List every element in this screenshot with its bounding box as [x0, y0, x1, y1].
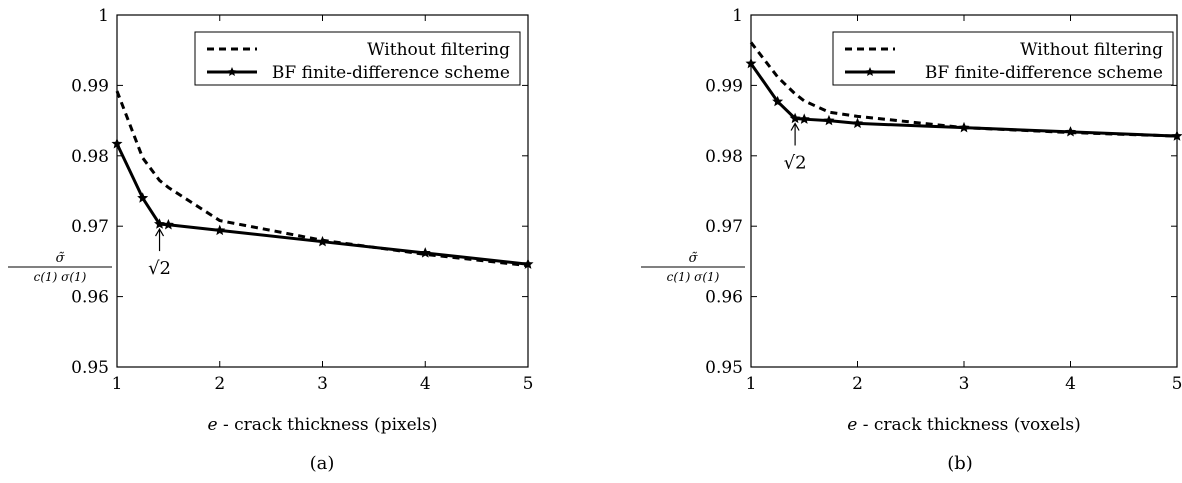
legend: Without filtering BF finite-difference sc…	[832, 31, 1174, 86]
x-axis-label: e - crack thickness (pixels)	[208, 415, 438, 435]
data-point-marker	[789, 112, 801, 124]
data-point-marker	[958, 121, 970, 133]
data-point-marker	[522, 258, 534, 269]
annotation-label: √2	[148, 258, 171, 279]
y-tick-label: 0.97	[705, 217, 743, 237]
subfigure-caption: (b)	[947, 453, 973, 474]
legend-marker	[865, 67, 875, 77]
y-tick-label: 0.95	[705, 358, 743, 378]
annotation-sqrt2: √2	[148, 227, 171, 279]
x-tick-label: 5	[1172, 374, 1182, 394]
annotation-arrow-head	[790, 122, 800, 131]
y-tick-label: 0.99	[705, 76, 743, 96]
data-point-marker	[1064, 126, 1077, 137]
data-point-marker	[154, 218, 166, 229]
annotation-arrow-head	[155, 227, 165, 237]
y-axis-label-numerator: σ̃	[56, 251, 66, 266]
x-tick-label: 2	[852, 374, 863, 394]
y-axis-label-numerator: σ̃	[689, 251, 699, 266]
legend-label: Without filtering	[367, 40, 510, 60]
data-point-marker	[772, 95, 784, 107]
y-tick-label: 0.95	[71, 358, 109, 378]
y-tick-label: 0.98	[71, 147, 109, 167]
legend-marker	[227, 67, 237, 77]
data-point-marker	[162, 219, 174, 230]
y-tick-label: 0.96	[705, 288, 743, 308]
data-point-marker	[111, 138, 123, 149]
data-point-marker	[316, 235, 329, 247]
data-point-marker	[137, 192, 149, 203]
annotation-sqrt2: √2	[784, 122, 807, 173]
y-tick-label: 1	[98, 6, 109, 26]
chart-b: 1 2 3 4 5 0.95 0.96 0.97 0.98 0.99 1 e - crack thic…	[641, 6, 1182, 474]
chart-a: 1 2 3 4 5 0.95 0.96 0.97 0.98 0.99 1 e - crack thic…	[8, 6, 534, 474]
data-point-marker	[419, 247, 431, 258]
data-point-marker	[1171, 130, 1182, 141]
x-tick-label: 1	[746, 374, 757, 394]
legend: Without filtering BF finite-difference sc…	[194, 31, 521, 86]
series-line-bf-scheme	[115, 143, 529, 266]
legend-label: BF finite-difference scheme	[272, 63, 510, 83]
y-axis-label: σ̃ c(1) σ(1)	[8, 251, 112, 284]
legend-label: BF finite-difference scheme	[925, 63, 1163, 83]
x-tick-label: 2	[214, 374, 225, 394]
x-tick-label: 3	[959, 374, 970, 394]
y-tick-label: 0.97	[71, 217, 109, 237]
y-tick-label: 0.96	[71, 288, 109, 308]
y-tick-label: 0.98	[705, 147, 743, 167]
subfigure-caption: (a)	[310, 453, 335, 474]
y-axis-label-denominator: c(1) σ(1)	[667, 270, 720, 284]
data-point-marker	[745, 57, 757, 69]
legend-label: Without filtering	[1020, 40, 1163, 60]
data-point-marker	[823, 114, 835, 126]
legend-box	[194, 31, 521, 86]
y-tick-label: 0.99	[71, 76, 109, 96]
data-point-marker	[214, 224, 226, 236]
legend-box	[832, 31, 1174, 86]
x-tick-label: 4	[1065, 374, 1076, 394]
y-tick-label: 1	[732, 6, 743, 26]
x-axis-label: e - crack thickness (voxels)	[847, 415, 1080, 435]
x-tick-label: 5	[523, 374, 534, 394]
data-point-marker	[798, 113, 810, 124]
y-axis-label-denominator: c(1) σ(1)	[34, 270, 87, 284]
x-tick-label: 4	[420, 374, 431, 394]
x-tick-label: 3	[317, 374, 328, 394]
annotation-label: √2	[784, 152, 807, 173]
x-tick-label: 1	[112, 374, 123, 394]
y-axis-label: σ̃ c(1) σ(1)	[641, 251, 745, 284]
data-point-marker	[851, 117, 864, 129]
